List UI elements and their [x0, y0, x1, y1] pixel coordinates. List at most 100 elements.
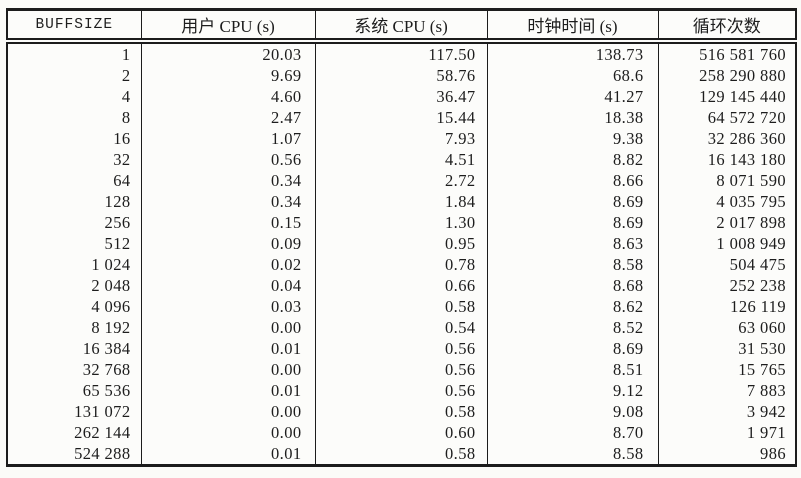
cell-user-cpu: 0.15: [140, 212, 315, 233]
table-row: 16 1.07 7.93 9.38 32 286 360: [7, 128, 796, 149]
cell-buffsize: 524 288: [74, 444, 131, 463]
cell-clock-time: 8.70: [486, 422, 658, 443]
cell-loop-count: 258 290 880: [657, 65, 796, 86]
cell-clock-time: 8.69: [486, 338, 658, 359]
cell-loop-count: 32 286 360: [657, 128, 796, 149]
cell-clock-time: 68.6: [486, 65, 658, 86]
cell-loop-count: 8 071 590: [657, 170, 796, 191]
cell-system-cpu: 36.47: [314, 86, 487, 107]
cell-buffsize: 2 048: [91, 276, 131, 295]
cell-loop-count: 31 530: [657, 338, 796, 359]
cell-clock-time: 9.38: [486, 128, 658, 149]
table-row: 8 192 0.00 0.54 8.52 63 060: [7, 317, 796, 338]
cell-clock-time: 8.82: [486, 149, 658, 170]
cell-system-cpu: 15.44: [314, 107, 487, 128]
cell-buffsize: 16: [113, 129, 131, 148]
cell-clock-time: 18.38: [486, 107, 658, 128]
table-row: 1 024 0.02 0.78 8.58 504 475: [7, 254, 796, 275]
cell-buffsize: 8: [121, 108, 131, 127]
table-row: 262 144 0.00 0.60 8.70 1 971: [7, 422, 796, 443]
cell-user-cpu: 0.00: [140, 359, 315, 380]
table-row: 32 768 0.00 0.56 8.51 15 765: [7, 359, 796, 380]
cell-system-cpu: 0.95: [314, 233, 487, 254]
cell-loop-count: 2 017 898: [657, 212, 796, 233]
cell-user-cpu: 9.69: [140, 65, 315, 86]
cell-system-cpu: 7.93: [314, 128, 487, 149]
cell-buffsize: 131 072: [74, 402, 131, 421]
cell-loop-count: 4 035 795: [657, 191, 796, 212]
cell-clock-time: 8.69: [486, 212, 658, 233]
cell-buffsize: 4: [121, 87, 131, 106]
cell-system-cpu: 0.56: [314, 359, 487, 380]
cell-loop-count: 516 581 760: [657, 41, 796, 65]
table-row: 16 384 0.01 0.56 8.69 31 530: [7, 338, 796, 359]
cell-system-cpu: 0.56: [314, 380, 487, 401]
cell-loop-count: 129 145 440: [657, 86, 796, 107]
table-row: 1 20.03 117.50 138.73 516 581 760: [7, 41, 796, 65]
cell-buffsize: 8 192: [91, 318, 131, 337]
cell-buffsize: 32: [113, 150, 131, 169]
cell-loop-count: 63 060: [657, 317, 796, 338]
cell-loop-count: 7 883: [657, 380, 796, 401]
column-header-loop-count: 循环次数: [657, 9, 796, 44]
cell-system-cpu: 117.50: [314, 41, 487, 65]
cell-system-cpu: 1.30: [314, 212, 487, 233]
cell-loop-count: 252 238: [657, 275, 796, 296]
table-row: 2 048 0.04 0.66 8.68 252 238: [7, 275, 796, 296]
cell-loop-count: 986: [657, 443, 796, 466]
cell-system-cpu: 0.78: [314, 254, 487, 275]
column-header-system-cpu: 系统 CPU (s): [314, 9, 487, 44]
cell-loop-count: 1 008 949: [657, 233, 796, 254]
cell-buffsize: 32 768: [82, 360, 131, 379]
cell-user-cpu: 0.00: [140, 401, 315, 422]
table-header: BUFFSIZE 用户 CPU (s) 系统 CPU (s) 时钟时间 (s) …: [7, 9, 796, 44]
table-row: 64 0.34 2.72 8.66 8 071 590: [7, 170, 796, 191]
header-row: BUFFSIZE 用户 CPU (s) 系统 CPU (s) 时钟时间 (s) …: [7, 9, 796, 44]
cell-clock-time: 9.12: [486, 380, 658, 401]
table-row: 128 0.34 1.84 8.69 4 035 795: [7, 191, 796, 212]
cell-clock-time: 8.62: [486, 296, 658, 317]
cell-system-cpu: 1.84: [314, 191, 487, 212]
cell-system-cpu: 0.58: [314, 401, 487, 422]
cell-loop-count: 3 942: [657, 401, 796, 422]
cell-clock-time: 8.58: [486, 254, 658, 275]
cell-user-cpu: 4.60: [140, 86, 315, 107]
cell-clock-time: 8.69: [486, 191, 658, 212]
cell-clock-time: 9.08: [486, 401, 658, 422]
cell-system-cpu: 0.60: [314, 422, 487, 443]
cell-buffsize: 512: [104, 234, 131, 253]
cell-buffsize: 2: [121, 66, 131, 85]
cell-user-cpu: 0.04: [140, 275, 315, 296]
cell-loop-count: 504 475: [657, 254, 796, 275]
cell-loop-count: 126 119: [657, 296, 796, 317]
cell-loop-count: 1 971: [657, 422, 796, 443]
table-row: 4 4.60 36.47 41.27 129 145 440: [7, 86, 796, 107]
cell-buffsize: 256: [104, 213, 131, 232]
cell-buffsize: 262 144: [74, 423, 131, 442]
cell-user-cpu: 0.01: [140, 380, 315, 401]
cell-buffsize: 4 096: [91, 297, 131, 316]
cell-buffsize: 128: [104, 192, 131, 211]
table-row: 512 0.09 0.95 8.63 1 008 949: [7, 233, 796, 254]
cell-buffsize: 1: [121, 45, 131, 64]
table-row: 2 9.69 58.76 68.6 258 290 880: [7, 65, 796, 86]
cell-clock-time: 8.52: [486, 317, 658, 338]
column-header-user-cpu: 用户 CPU (s): [140, 9, 315, 44]
cell-user-cpu: 0.00: [140, 422, 315, 443]
cell-system-cpu: 0.66: [314, 275, 487, 296]
cell-system-cpu: 4.51: [314, 149, 487, 170]
cell-buffsize: 1 024: [91, 255, 131, 274]
cell-loop-count: 15 765: [657, 359, 796, 380]
cell-clock-time: 8.58: [486, 443, 658, 466]
cell-system-cpu: 0.54: [314, 317, 487, 338]
cell-buffsize: 65 536: [82, 381, 131, 400]
cell-user-cpu: 0.02: [140, 254, 315, 275]
table-row: 524 288 0.01 0.58 8.58 986: [7, 443, 796, 466]
cell-system-cpu: 0.58: [314, 296, 487, 317]
cell-clock-time: 8.66: [486, 170, 658, 191]
cell-clock-time: 8.63: [486, 233, 658, 254]
cell-clock-time: 8.51: [486, 359, 658, 380]
table-row: 131 072 0.00 0.58 9.08 3 942: [7, 401, 796, 422]
table-row: 256 0.15 1.30 8.69 2 017 898: [7, 212, 796, 233]
